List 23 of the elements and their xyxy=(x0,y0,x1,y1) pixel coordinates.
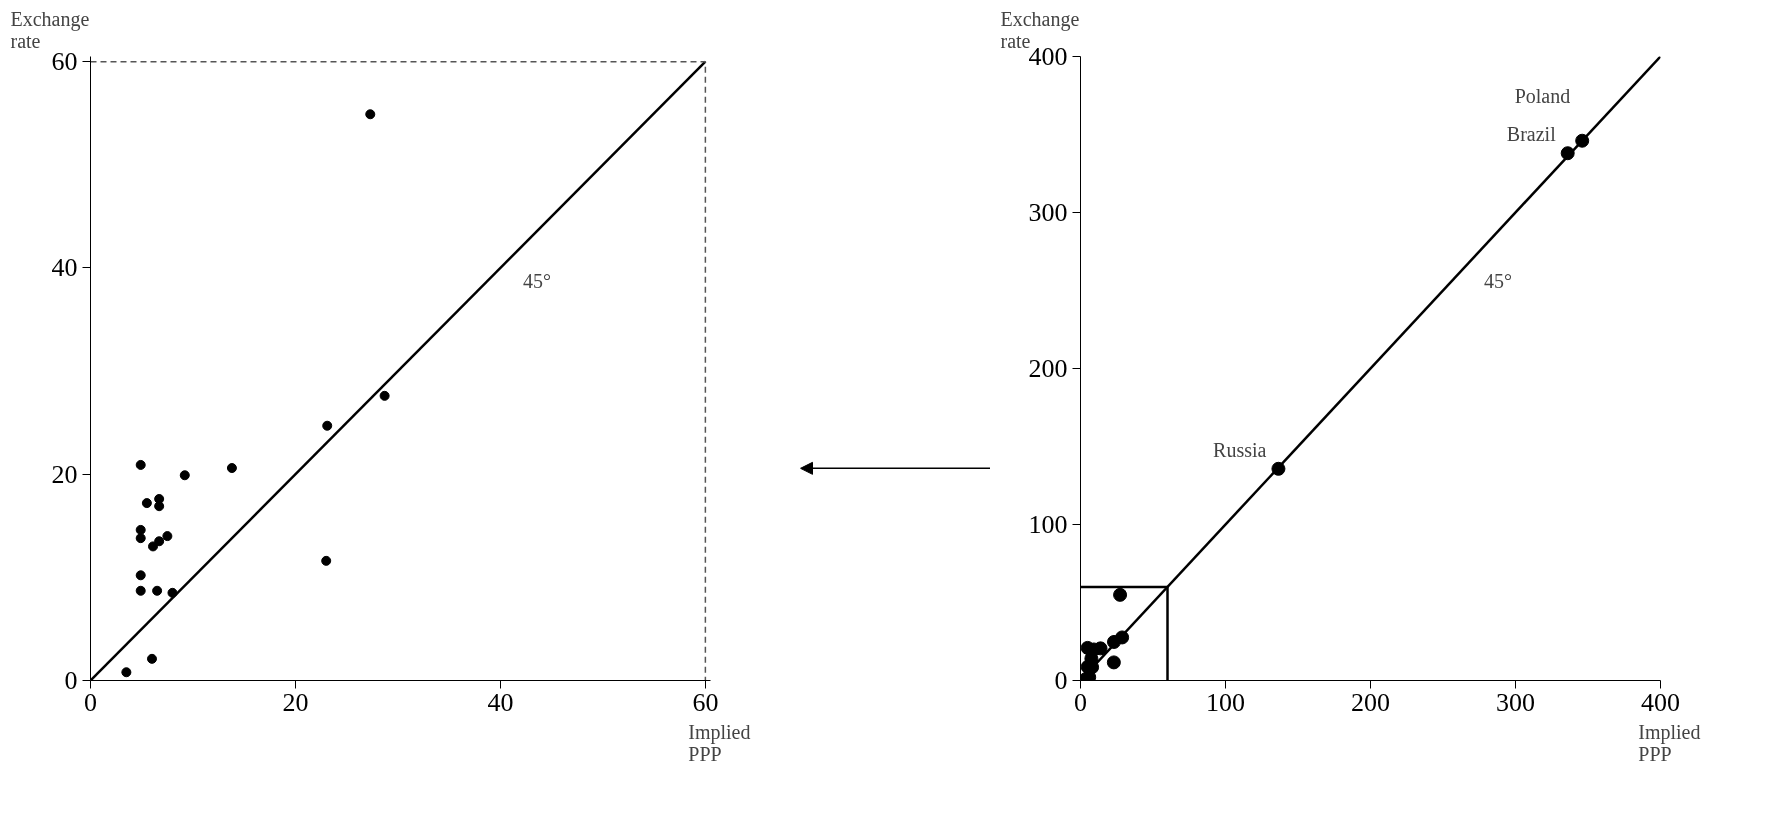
y-tick-label: 300 xyxy=(1028,198,1068,227)
x-tick-label: 400 xyxy=(1641,687,1680,717)
x-axis-title: Implied PPP xyxy=(1638,720,1701,765)
x-tick-label: 0 xyxy=(84,687,97,717)
y-tick-label: 20 xyxy=(51,459,78,489)
annotation: Poland xyxy=(1514,84,1571,107)
x-tick-label: 300 xyxy=(1496,687,1535,717)
x-tick-label: 40 xyxy=(487,687,514,717)
annotation: Brazil xyxy=(1506,123,1557,146)
y-tick-label: 0 xyxy=(64,666,78,695)
annotation: 45° xyxy=(522,270,551,293)
y-tick-label: 200 xyxy=(1028,354,1068,383)
x-axis-title: Implied PPP xyxy=(688,720,751,765)
y-tick-label: 0 xyxy=(1054,666,1068,695)
y-tick-label: 100 xyxy=(1028,510,1068,539)
annotation: 45° xyxy=(1484,270,1513,293)
y-tick-label: 40 xyxy=(51,253,78,283)
x-tick-label: 200 xyxy=(1351,687,1390,717)
x-tick-label: 20 xyxy=(282,687,309,717)
x-tick-label: 100 xyxy=(1206,687,1245,717)
x-tick-label: 0 xyxy=(1074,687,1087,717)
annotation: Russia xyxy=(1213,438,1267,461)
x-tick-label: 60 xyxy=(692,687,719,717)
